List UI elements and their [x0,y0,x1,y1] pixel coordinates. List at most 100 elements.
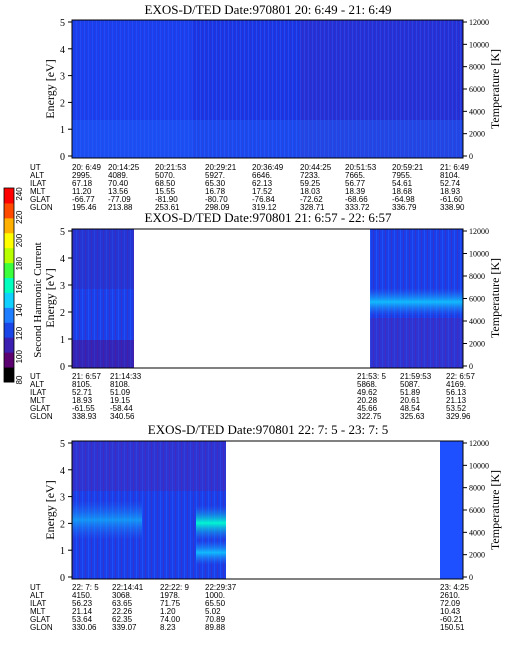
table-cell: 18.68 [392,187,413,196]
panel-2-y2-ticks: 12000 10000 8000 6000 4000 2000 0 [463,227,489,371]
table-cell: 5868. [357,380,377,389]
table-cell: 8104. [440,171,460,180]
y2-tick-label: 2000 [469,340,485,349]
table-cell: 4089. [108,171,128,180]
colorbar-tick-label: 240 [15,187,24,201]
y2-tick-label: 10000 [469,461,489,470]
table-cell: 1978. [160,591,180,600]
table-row-label: ILAT [30,388,46,397]
y-tick-label: 3 [60,281,65,292]
panel-3-y-ticks: 5 4 3 2 1 0 [60,439,72,584]
table-cell: 2995. [72,171,92,180]
panel-1-heatmap [72,20,463,158]
table-cell: 22: 7: 5 [72,583,99,592]
y-tick-label: 5 [60,439,65,450]
table-cell: 13.56 [108,187,129,196]
colorbar-frame [3,187,15,383]
y2-tick-label: 4000 [469,317,485,326]
panel-2-ylabel: Energy [eV] [43,268,57,327]
table-cell: 4150. [72,591,92,600]
table-row-label: GLON [30,203,53,212]
table-cell: -60.21 [440,615,463,624]
table-cell: 74.00 [160,615,181,624]
table-cell: 338.90 [440,203,465,212]
panel-2-orbit-table: UT 21: 6:57 21:14:33 21:53: 5 21:59:53 22: 6:… [30,372,475,421]
y-tick-label: 4 [60,45,65,56]
table-cell: -64.98 [392,195,415,204]
colorbar-tick-label: 160 [15,280,24,294]
table-cell: 10.43 [440,607,461,616]
table-cell: 21: 6:49 [440,163,469,172]
table-cell: 22:29:37 [205,583,237,592]
table-cell: -61.55 [72,404,95,413]
y-tick-label: 5 [60,18,65,29]
y2-tick-label: 6000 [469,295,485,304]
table-cell: 65.30 [205,179,226,188]
colorbar-swatch [4,307,14,323]
y-tick-label: 5 [60,227,65,238]
panel-3-y2label: Temperature [K] [488,470,502,550]
colorbar-tick-label: 180 [15,257,24,271]
y2-tick-label: 0 [469,573,473,582]
colorbar-swatch [4,262,14,279]
panel-3-y2-ticks: 12000 10000 8000 6000 4000 2000 0 [463,439,489,582]
y-tick-label: 0 [60,152,65,163]
table-cell: 67.18 [72,179,93,188]
colorbar-swatch [4,217,14,234]
table-cell: 89.88 [205,623,226,632]
colorbar-tick-label: 80 [15,375,24,384]
y-tick-label: 1 [60,125,65,136]
colorbar-swatch [4,337,14,353]
y2-tick-label: 6000 [469,85,485,94]
table-cell: 338.93 [72,412,97,421]
table-cell: 20:44:25 [300,163,332,172]
y-tick-label: 2 [60,308,65,319]
table-row-label: ILAT [30,179,46,188]
table-cell: 18.93 [72,396,93,405]
table-cell: 8108. [110,380,130,389]
panel-3-orbit-table: UT 22: 7: 5 22:14:41 22:22: 9 22:29:37 23: 4:… [30,583,469,632]
table-cell: 340.56 [110,412,135,421]
table-row-label: UT [30,163,41,172]
table-row-label: MLT [30,187,46,196]
table-cell: 20:14:25 [108,163,140,172]
colorbar-swatch [4,322,14,338]
table-cell: 51.09 [110,388,131,397]
table-cell: 298.09 [205,203,230,212]
colorbar-tick-label: 140 [15,303,24,317]
table-cell: 20:29:21 [205,163,237,172]
table-cell: 20:51:53 [345,163,377,172]
y-tick-label: 0 [60,362,65,373]
table-row-label: UT [30,583,41,592]
table-cell: -61.60 [440,195,463,204]
table-cell: 11.20 [72,187,92,196]
table-cell: 319.12 [252,203,277,212]
panel-1-y-ticks: 5 4 3 2 1 0 [60,18,72,163]
table-cell: 150.51 [440,623,465,632]
table-cell: 21:53: 5 [357,372,386,381]
table-cell: 8105. [72,380,92,389]
table-cell: 56.77 [345,179,366,188]
table-cell: 51.89 [400,388,421,397]
table-cell: 20.28 [357,396,378,405]
table-cell: 1.20 [160,607,176,616]
table-cell: 16.78 [205,187,226,196]
table-cell: 339.07 [112,623,137,632]
table-cell: 195.46 [72,203,97,212]
panel-2: EXOS-D/TED Date:970801 21: 6:57 - 22: 6:… [30,210,502,421]
table-cell: 68.50 [155,179,176,188]
table-cell: 45.66 [357,404,378,413]
panel-1-title: EXOS-D/TED Date:970801 20: 6:49 - 21: 6:… [145,2,392,17]
table-cell: 56.13 [446,388,467,397]
colorbar-swatch [4,188,14,204]
y-tick-label: 3 [60,72,65,83]
panel-1-orbit-table: UT 20: 6:49 20:14:25 20:21:53 20:29:21 20:36:… [30,163,469,212]
table-cell: 52.74 [440,179,461,188]
table-cell: 18.03 [300,187,321,196]
table-cell: 48.54 [400,404,421,413]
panel-2-title: EXOS-D/TED Date:970801 21: 6:57 - 22: 6:… [145,210,392,225]
table-cell: 22:14:41 [112,583,144,592]
table-cell: 5.02 [205,607,221,616]
colorbar-swatch [4,232,14,249]
table-cell: -81.90 [155,195,178,204]
